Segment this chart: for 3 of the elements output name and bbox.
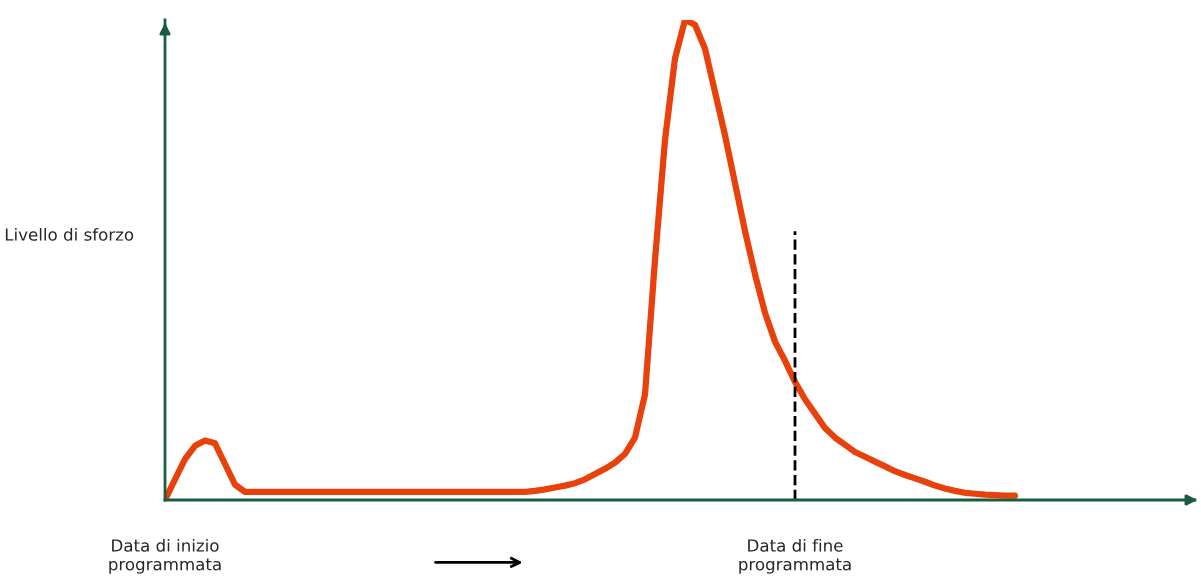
x-tick-label: Data di inizio programmata [109,538,221,574]
y-axis-title: Livello di sforzo [5,227,134,241]
x-tick-label: Data di fine programmata [739,538,851,574]
